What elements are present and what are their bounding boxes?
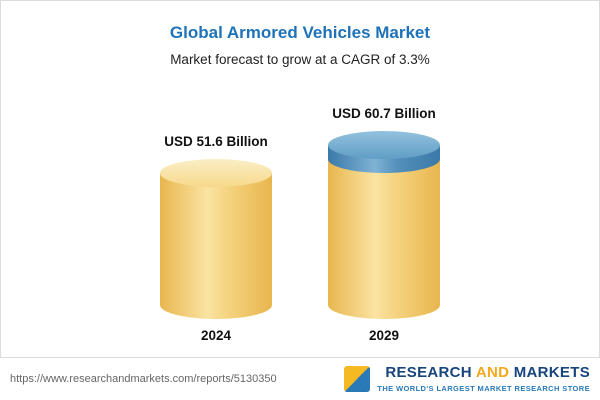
category-label-2029: 2029 (368, 328, 400, 343)
cylinder-2029-body (328, 159, 440, 305)
logo-tagline: THE WORLD'S LARGEST MARKET RESEARCH STOR… (377, 383, 590, 393)
value-label-2029: USD 60.7 Billion (332, 106, 436, 121)
logo-icon (344, 366, 371, 392)
cylinder-2029 (328, 131, 440, 319)
bar-2029: USD 60.7 Billion 2029 (328, 106, 440, 343)
logo: RESEARCH AND MARKETS THE WORLD'S LARGEST… (344, 365, 590, 393)
bar-2024: USD 51.6 Billion 2024 (160, 134, 272, 343)
chart-title: Global Armored Vehicles Market (169, 23, 431, 42)
logo-text: RESEARCH AND MARKETS THE WORLD'S LARGEST… (377, 365, 590, 393)
value-label-2024: USD 51.6 Billion (164, 134, 268, 149)
cylinder-2029-bottom (328, 291, 440, 319)
bars-area: USD 51.6 Billion 2024 USD 60.7 Billion (1, 81, 599, 343)
chart-card: Global Armored Vehicles Market Market fo… (0, 0, 600, 358)
source-url[interactable]: https://www.researchandmarkets.com/repor… (10, 373, 277, 385)
cylinder-2024-top (160, 159, 272, 187)
logo-word-markets: MARKETS (513, 364, 590, 382)
logo-word-and: AND (475, 364, 510, 382)
category-label-2024: 2024 (200, 328, 232, 343)
chart-subtitle: Market forecast to grow at a CAGR of 3.3… (170, 52, 430, 67)
logo-wordmark: RESEARCH AND MARKETS (385, 365, 590, 382)
footer: https://www.researchandmarkets.com/repor… (0, 358, 600, 400)
cylinder-2024-bottom (160, 291, 272, 319)
cylinder-2024-body (160, 173, 272, 305)
cylinder-2024 (160, 159, 272, 319)
logo-word-research: RESEARCH (385, 364, 472, 382)
growth-cap-top (328, 131, 440, 159)
